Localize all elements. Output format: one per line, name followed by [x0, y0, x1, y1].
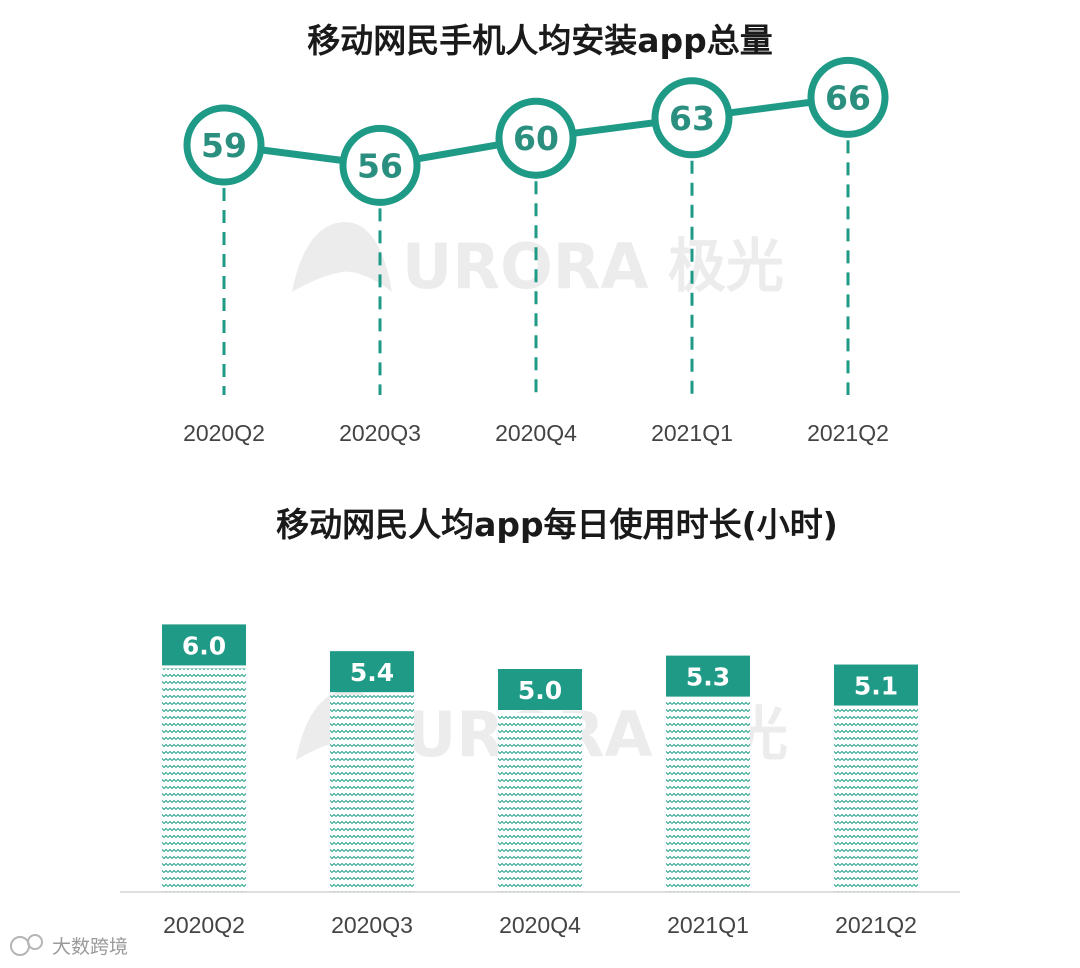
watermark-brand: URORA: [402, 230, 649, 303]
x-tick-label: 2020Q3: [331, 912, 413, 938]
bar-cap: [330, 651, 414, 693]
data-label: 59: [201, 126, 247, 165]
x-tick-label: 2020Q4: [495, 420, 577, 446]
data-label: 6.0: [182, 631, 226, 660]
x-tick-label: 2021Q2: [807, 420, 889, 446]
bar: [330, 695, 414, 892]
watermark-brand-cn: 极光: [668, 232, 784, 300]
data-label: 5.1: [854, 672, 898, 701]
x-tick-label: 2020Q4: [499, 912, 581, 938]
bar: [834, 708, 918, 892]
data-label: 60: [513, 119, 559, 158]
bar-cap: [666, 655, 750, 697]
wechat-logo-icon-secondary: [27, 934, 43, 950]
watermark-top: URORA 极光: [292, 222, 784, 303]
bar: [666, 699, 750, 892]
x-tick-label: 2021Q1: [667, 912, 749, 938]
footer-source: 大数跨境: [52, 936, 128, 958]
bar: [162, 668, 246, 892]
data-point-marker: [495, 97, 577, 179]
data-point-marker: [183, 104, 265, 186]
line-chart: 59 2020Q2 56 2020Q3 60 2020Q4 63 2021Q1 66 2021Q2: [183, 56, 889, 446]
x-tick-label: 2020Q3: [339, 420, 421, 446]
bar-cap: [498, 669, 582, 710]
data-label: 63: [669, 99, 715, 138]
footer: 大数跨境: [10, 934, 128, 958]
x-tick-label: 2020Q2: [163, 912, 245, 938]
bar-chart-title: 移动网民人均app每日使用时长(小时): [276, 505, 838, 544]
x-tick-label: 2020Q2: [183, 420, 265, 446]
wechat-logo-icon: [10, 936, 30, 956]
bar-cap: [162, 624, 246, 666]
x-tick-label: 2021Q1: [651, 420, 733, 446]
data-point-marker: [339, 124, 421, 206]
data-label: 56: [357, 146, 403, 185]
data-point-marker: [807, 56, 889, 138]
x-tick-label: 2021Q2: [835, 912, 917, 938]
data-point-marker: [651, 77, 733, 159]
bar-cap: [834, 664, 918, 706]
data-label: 5.0: [518, 676, 562, 705]
data-label: 5.4: [350, 658, 394, 687]
data-label: 66: [825, 78, 871, 117]
line-chart-title: 移动网民手机人均安装app总量: [307, 21, 773, 60]
data-label: 5.3: [686, 663, 730, 692]
aurora-logo-icon: [292, 222, 392, 292]
bar-chart: 6.0 2020Q2 5.4 2020Q3 5.0 2020Q4 5.3 2021Q1 5.1 2…: [162, 624, 918, 938]
bar: [498, 713, 582, 892]
